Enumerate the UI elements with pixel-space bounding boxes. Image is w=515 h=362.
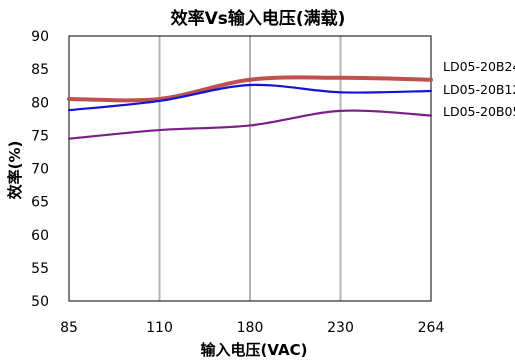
y-tick-label: 75: [31, 128, 49, 144]
chart-title: 效率Vs输入电压(满载): [171, 8, 346, 29]
y-tick-label: 60: [31, 228, 49, 244]
legend-label: LD05-20B05: [443, 104, 515, 119]
legend-label: LD05-20B24: [443, 59, 515, 74]
x-tick-label: 85: [60, 320, 78, 336]
y-tick-label: 90: [31, 29, 49, 45]
y-tick-label: 50: [31, 294, 49, 310]
y-tick-label: 85: [31, 62, 49, 78]
series-line: [67, 109, 433, 140]
y-tick-label: 55: [31, 261, 49, 277]
x-tick-label: 180: [237, 320, 264, 336]
y-tick-label: 80: [31, 95, 49, 111]
y-axis-label: 效率(%): [6, 141, 24, 200]
y-tick-label: 70: [31, 162, 49, 178]
legend: LD05-20B24 LD05-20B12 LD05-20B05: [443, 59, 515, 119]
x-axis-ticks: 85 110 180 230 264: [60, 320, 444, 336]
series-line: [67, 83, 433, 112]
x-tick-label: 230: [327, 320, 354, 336]
y-tick-label: 65: [31, 195, 49, 211]
plot-frame: [68, 35, 432, 302]
x-axis-label: 输入电压(VAC): [201, 341, 308, 359]
series-line: [67, 75, 433, 103]
x-tick-label: 110: [146, 320, 173, 336]
legend-label: LD05-20B12: [443, 82, 515, 97]
x-tick-label: 264: [418, 320, 445, 336]
series-layer: [67, 75, 433, 140]
y-axis-ticks: 50 55 60 65 70 75 80 85 90: [31, 29, 49, 310]
